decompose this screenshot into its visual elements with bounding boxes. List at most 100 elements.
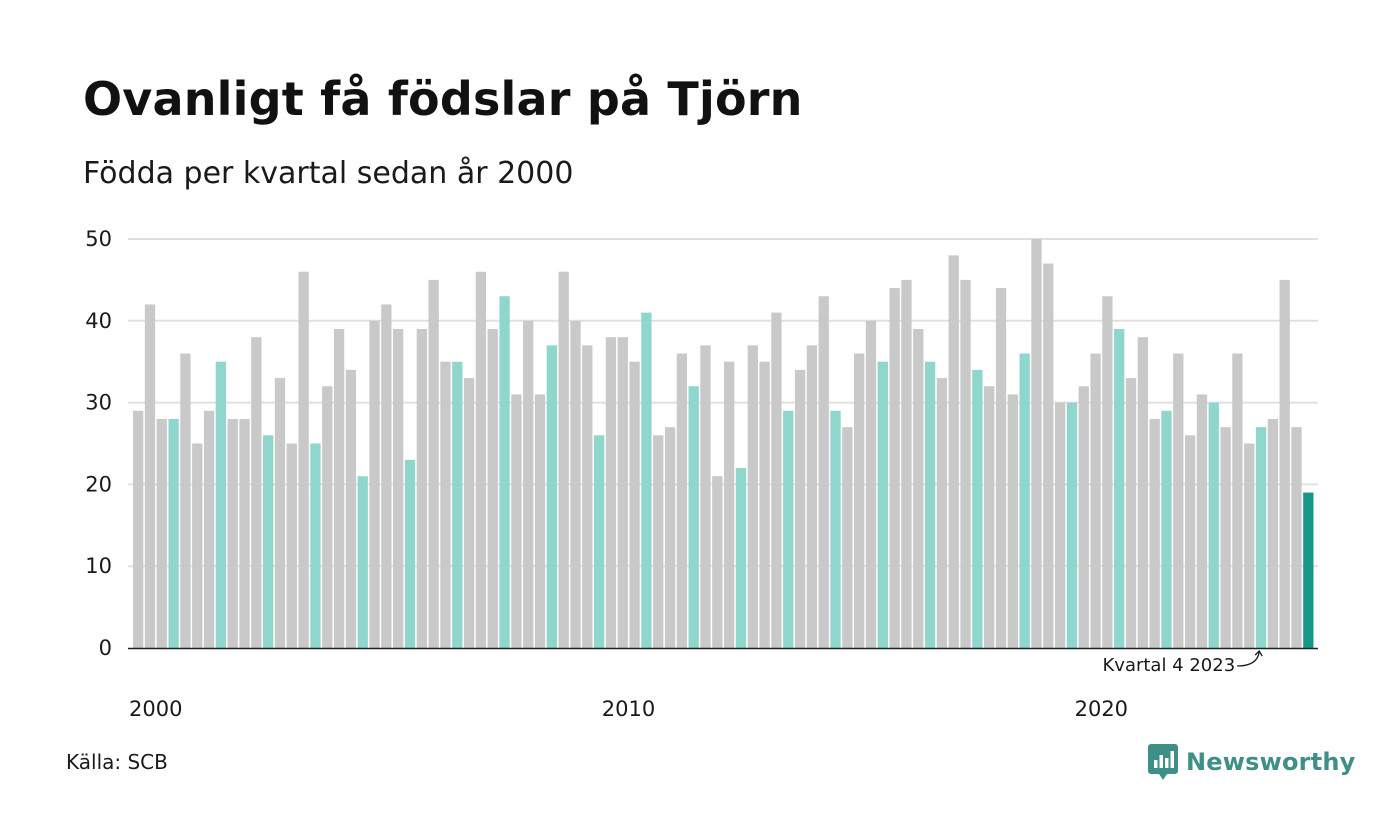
annotation-label: Kvartal 4 2023	[1102, 655, 1235, 676]
x-tick-label: 2010	[602, 697, 655, 721]
bar	[676, 353, 688, 648]
brand-name: Newsworthy	[1186, 748, 1356, 776]
bar	[747, 345, 758, 648]
bar	[1137, 337, 1148, 648]
bar	[806, 345, 818, 648]
bar	[1054, 402, 1066, 648]
bar	[629, 361, 640, 648]
bar	[700, 345, 711, 648]
x-tick-label: 2020	[1075, 697, 1128, 721]
bar	[298, 271, 309, 648]
source-label: Källa: SCB	[66, 750, 168, 774]
bar	[263, 435, 274, 648]
bar	[404, 459, 416, 648]
brand-logo: Newsworthy	[1148, 744, 1356, 780]
chart-subtitle: Födda per kvartal sedan år 2000	[83, 156, 574, 191]
bar	[440, 361, 451, 648]
bar	[333, 328, 345, 648]
bar	[759, 361, 770, 648]
y-tick-label: 20	[85, 472, 112, 496]
bar	[901, 279, 912, 648]
bar	[487, 328, 498, 648]
bar	[1196, 394, 1208, 648]
y-tick-label: 0	[99, 636, 112, 660]
bar	[475, 271, 487, 648]
bar	[1232, 353, 1243, 648]
bar	[1125, 378, 1137, 648]
bar	[511, 394, 522, 648]
bar	[310, 443, 321, 648]
bar	[582, 345, 593, 648]
bar	[1291, 427, 1302, 648]
bar	[570, 320, 581, 648]
bar	[156, 418, 167, 648]
x-axis-ticks: 2000 2010 2020	[129, 697, 1128, 721]
bar	[830, 410, 841, 648]
bar	[1031, 239, 1042, 648]
bar	[724, 361, 735, 648]
bar	[1066, 402, 1078, 648]
bar	[1208, 402, 1219, 648]
bar	[239, 418, 250, 648]
bar	[133, 410, 144, 648]
bar	[913, 328, 924, 648]
y-tick-label: 30	[85, 391, 112, 415]
bar	[1019, 353, 1030, 648]
bar	[1090, 353, 1101, 648]
bar	[783, 410, 794, 648]
bar	[1161, 410, 1172, 648]
bar	[1220, 427, 1231, 648]
bar	[960, 279, 971, 648]
bar	[251, 337, 262, 648]
bar	[617, 337, 628, 648]
bar	[771, 312, 782, 648]
bar	[1303, 492, 1314, 648]
bar	[1114, 328, 1125, 648]
bar	[286, 443, 297, 648]
bar	[1102, 296, 1113, 648]
bar	[192, 443, 203, 648]
bar	[948, 255, 959, 649]
bar	[1007, 394, 1018, 648]
bar	[605, 337, 617, 648]
bar	[889, 288, 900, 648]
bar	[936, 378, 948, 648]
bar	[215, 361, 227, 648]
annotation: Kvartal 4 2023	[1102, 649, 1263, 676]
bar	[416, 328, 427, 648]
annotation-arrow	[1237, 649, 1263, 667]
bar	[593, 435, 605, 648]
bar	[1173, 353, 1184, 648]
bar	[1078, 386, 1089, 648]
x-tick-label: 2000	[129, 697, 182, 721]
bar	[865, 320, 877, 648]
bar	[688, 386, 699, 648]
y-axis-ticks: 0 10 20 30 40 50	[85, 227, 112, 660]
bar	[322, 386, 333, 648]
bar	[653, 435, 664, 648]
bar	[818, 296, 829, 648]
newsworthy-chart-bubble-icon	[1148, 744, 1178, 780]
bar	[1267, 418, 1279, 648]
bar	[641, 312, 652, 648]
bar	[369, 320, 380, 648]
bar	[995, 288, 1007, 648]
bar	[735, 468, 747, 648]
bar	[1255, 427, 1267, 648]
bar	[1149, 418, 1160, 648]
bar	[712, 476, 723, 648]
bar	[428, 279, 439, 648]
bar	[381, 304, 392, 648]
bar	[345, 369, 357, 648]
bar	[203, 410, 215, 648]
bar	[274, 378, 286, 648]
chart-title: Ovanligt få födslar på Tjörn	[83, 72, 803, 126]
bar	[227, 418, 238, 648]
bar	[794, 369, 806, 648]
bar	[1043, 263, 1054, 648]
bar	[180, 353, 191, 648]
y-tick-label: 50	[85, 227, 112, 251]
bar	[984, 386, 995, 648]
bars	[133, 239, 1314, 649]
bar	[168, 418, 179, 648]
